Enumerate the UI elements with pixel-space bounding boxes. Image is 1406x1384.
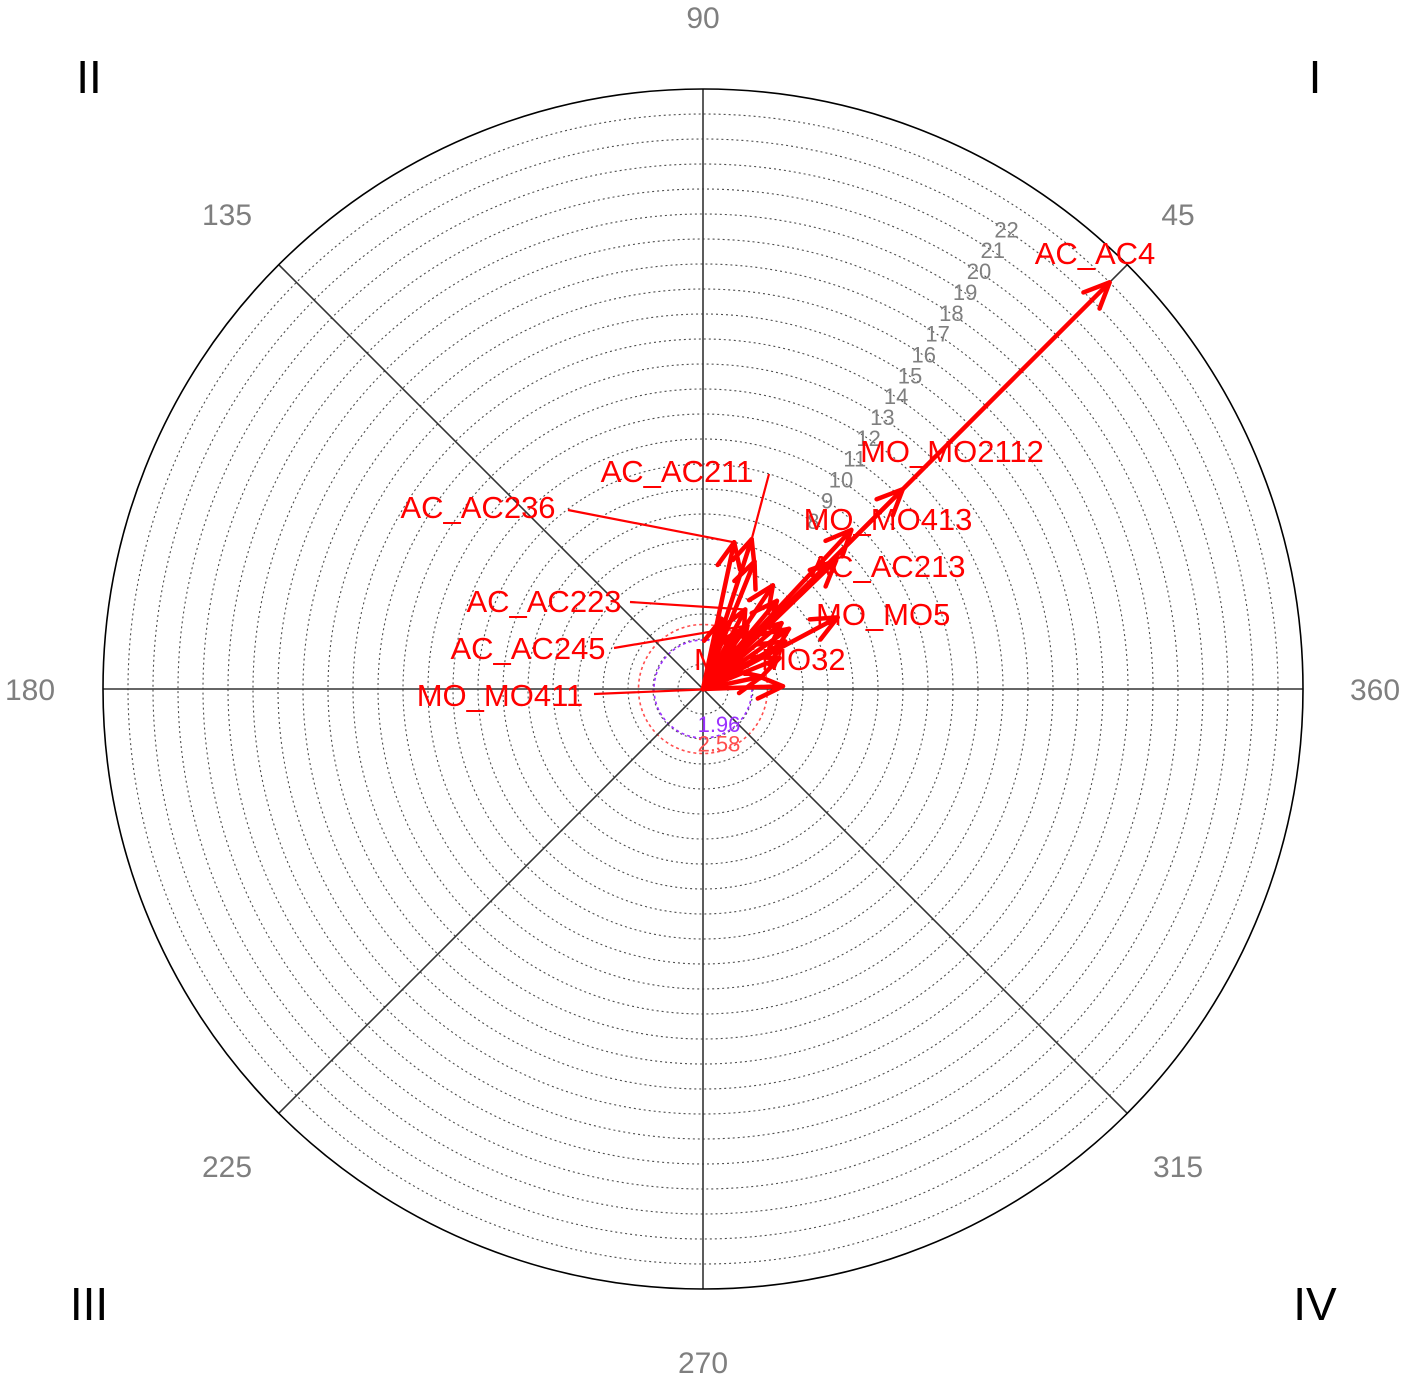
quadrant-label-III: III	[70, 1278, 108, 1330]
vector-shaft	[700, 620, 784, 692]
vector-label: AC_AC236	[400, 490, 555, 525]
vector-head	[710, 630, 738, 663]
quadrant-label-I: I	[1309, 51, 1322, 103]
radius-tick-label: 13	[870, 405, 894, 430]
vector-label: MO_MO411	[417, 678, 584, 713]
vector-head	[752, 620, 784, 651]
angle-label-45: 45	[1161, 199, 1194, 232]
vector-arrow	[700, 630, 738, 692]
vector-shaft	[700, 559, 757, 692]
vector-label: MO_MO32	[694, 642, 846, 677]
vector-head	[1081, 280, 1112, 311]
outer-circle	[102, 88, 1304, 1290]
radius-tick-label: 15	[898, 363, 922, 388]
vector-head	[874, 486, 906, 518]
radius-tick-label: 20	[967, 259, 991, 284]
angle-label-225: 225	[202, 1151, 252, 1184]
vector-head	[749, 654, 782, 681]
angle-label-135: 135	[202, 199, 252, 232]
radius-tick-label: 8	[807, 509, 819, 534]
vector-shaft	[700, 674, 764, 692]
vector-label: MO_MO5	[816, 597, 950, 632]
radius-tick-label: 17	[925, 322, 949, 347]
radius-tick-label: 16	[912, 342, 936, 367]
vector-label: AC_AC4	[1035, 236, 1156, 271]
radius-tick-label: 14	[884, 384, 908, 409]
radius-tick-label: 12	[856, 426, 880, 451]
vector-head	[823, 527, 854, 559]
vector-arrow	[700, 620, 784, 692]
angle-label-90: 90	[686, 2, 719, 35]
vector-leader-line	[593, 685, 783, 696]
vector-label: AC_AC211	[601, 454, 754, 489]
vector-arrow	[700, 559, 758, 692]
vector-label: AC_AC223	[466, 584, 621, 619]
radius-tick-label: 9	[821, 488, 833, 513]
vector-head	[807, 615, 840, 642]
vector-label: AC_AC245	[450, 631, 605, 666]
radius-tick-label: 18	[939, 301, 963, 326]
vector-label: MO_MO413	[804, 502, 973, 537]
significance-label: 1.96	[698, 712, 741, 737]
outer-ring	[102, 88, 1304, 1290]
radius-tick-label: 21	[981, 238, 1005, 263]
significance-labels: 1.962.58	[698, 712, 741, 757]
vector-arrow	[700, 598, 780, 692]
vector-head	[807, 558, 839, 589]
angle-label-360: 360	[1350, 674, 1400, 707]
radius-tick-label: 10	[829, 468, 853, 493]
vector-label: MO_MO2112	[860, 434, 1044, 469]
vectors	[700, 280, 1112, 701]
vector-leader-line	[613, 624, 748, 650]
radius-tick-label: 22	[994, 217, 1018, 242]
vector-leader-line	[567, 508, 735, 544]
vector-label: AC_AC213	[810, 549, 965, 584]
quadrant-label-IV: IV	[1293, 1278, 1337, 1330]
angle-label-315: 315	[1153, 1151, 1203, 1184]
vector-shaft	[700, 598, 780, 692]
vector-head	[749, 598, 780, 631]
vector-head	[701, 616, 729, 649]
quadrant-label-II: II	[76, 51, 102, 103]
vector-leader-line	[629, 600, 746, 611]
significance-label: 2.58	[698, 732, 741, 757]
vector-leader-line	[750, 473, 771, 540]
radius-tick-label: 19	[953, 280, 977, 305]
angle-label-180: 180	[5, 674, 55, 707]
vector-shaft	[700, 630, 738, 692]
vector-head	[732, 559, 758, 592]
radius-tick-label: 11	[843, 447, 866, 472]
vector-labels: AC_AC4 MO_MO2112 MO_MO413 AC_AC213 MO_MO5 MO_…	[400, 236, 1155, 713]
angle-label-270: 270	[678, 1347, 728, 1379]
